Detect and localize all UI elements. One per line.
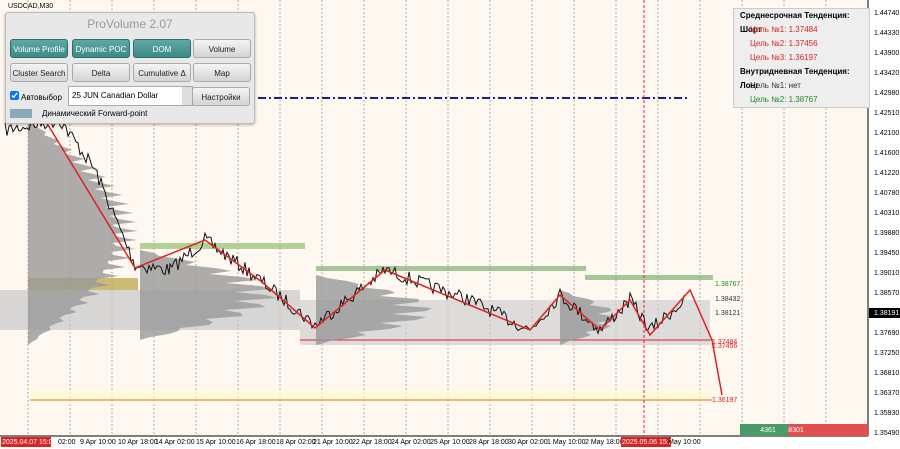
price-label: 1.36810 xyxy=(874,370,899,377)
price-label: 1.37690 xyxy=(874,330,899,337)
time-label: 21 Apr 10:00 xyxy=(313,439,353,446)
price-label: 1.36370 xyxy=(874,390,899,397)
price-label: 1.44330 xyxy=(874,30,899,37)
zone xyxy=(585,275,713,280)
panel-button[interactable]: Cumulative Δ xyxy=(133,63,191,82)
time-label: 25 Apr 10:00 xyxy=(430,439,470,446)
price-label: 1.43420 xyxy=(874,70,899,77)
volume-profile xyxy=(28,120,138,345)
forward-label: Динамический Forward-point xyxy=(42,109,148,118)
trend-info: Среднесрочная Тенденция: Шорт Цель №1: 1.… xyxy=(733,8,870,108)
volume-profile xyxy=(140,250,277,340)
price-label: 1.42100 xyxy=(874,130,899,137)
price-label: 1.44740 xyxy=(874,10,899,17)
price-label: 1.35930 xyxy=(874,410,899,417)
price-label: 1.39010 xyxy=(874,270,899,277)
info-line: Цель №1: 1.37484 xyxy=(750,25,818,34)
zone xyxy=(140,243,305,249)
instrument-text: 25 JUN Canadian Dollar xyxy=(72,91,159,100)
info-line: Цель №1: нет xyxy=(750,81,801,90)
info-line: Среднесрочная Тенденция: Шорт xyxy=(740,11,850,34)
current-price-box xyxy=(869,308,900,318)
time-label: 22 Apr 18:00 xyxy=(352,439,392,446)
level-label: 1.38432 xyxy=(715,296,740,303)
price-label: 1.38570 xyxy=(874,290,899,297)
time-label: 2 May 18:00 xyxy=(585,439,624,446)
info-line: Цель №2: 1.38767 xyxy=(750,95,818,104)
price-label: 1.40780 xyxy=(874,190,899,197)
panel-button[interactable]: Volume Profile xyxy=(10,39,68,58)
panel-button[interactable]: Delta xyxy=(72,63,130,82)
time-label: 28 Apr 18:00 xyxy=(469,439,509,446)
time-label: 2025.04.07 15:00 xyxy=(2,439,57,446)
level-label: 1.37484 xyxy=(712,339,737,346)
time-label: 14 Apr 02:00 xyxy=(155,439,195,446)
instrument-select[interactable]: 25 JUN Canadian Dollar xyxy=(68,86,193,106)
price-label: 1.38191 xyxy=(874,310,899,317)
price-label: 1.35490 xyxy=(874,430,899,437)
symbol-label: USDCAD,M30 xyxy=(8,3,53,10)
info-line: Цель №3: 1.36197 xyxy=(750,53,818,62)
time-highlight xyxy=(621,437,671,447)
time-label: 02:00 xyxy=(58,439,76,446)
time-label: 2025.05.06 15:20 xyxy=(622,439,677,446)
price-axis-bg xyxy=(868,0,900,449)
level-label: 1.36197 xyxy=(712,397,737,404)
panel-button[interactable]: Cluster Search xyxy=(10,63,68,82)
time-label: 24 Apr 02:00 xyxy=(391,439,431,446)
panel-button[interactable]: Map xyxy=(193,63,251,82)
zone xyxy=(316,266,586,271)
price-line xyxy=(4,114,685,336)
price-label: 1.41600 xyxy=(874,150,899,157)
provolume-panel: ProVolume 2.07 Volume Profile Dynamic POC… xyxy=(5,12,255,124)
time-label: 18 Apr 02:00 xyxy=(276,439,316,446)
price-label: 1.41220 xyxy=(874,170,899,177)
panel-title: ProVolume 2.07 xyxy=(87,17,173,31)
time-label: 1 May 10:00 xyxy=(547,439,586,446)
panel-button[interactable]: Dynamic POC xyxy=(72,39,130,58)
price-label: 1.37250 xyxy=(874,350,899,357)
price-label: 1.42980 xyxy=(874,90,899,97)
price-label: 1.40310 xyxy=(874,210,899,217)
time-label: May 10:00 xyxy=(668,439,701,446)
time-label: 9 Apr 10:00 xyxy=(80,439,116,446)
zone xyxy=(30,390,710,402)
level-label: 1.38121 xyxy=(715,310,740,317)
panel-button[interactable]: Volume xyxy=(193,39,251,58)
time-label: 10 Apr 18:00 xyxy=(118,439,158,446)
price-label: 1.43900 xyxy=(874,50,899,57)
zigzag xyxy=(44,119,723,396)
settings-button[interactable]: Настройки xyxy=(192,87,250,106)
time-highlight xyxy=(1,437,51,447)
info-line: Внутридневная Тенденция: Лонг xyxy=(740,67,850,90)
delta-buy: 4361 xyxy=(760,427,776,434)
time-label: 30 Apr 02:00 xyxy=(508,439,548,446)
delta-bar xyxy=(740,424,788,436)
level-label: 1.38767 xyxy=(715,281,740,288)
price-label: 1.42510 xyxy=(874,110,899,117)
auto-label: Автовыбор xyxy=(21,93,62,102)
time-label: 15 Apr 10:00 xyxy=(196,439,236,446)
time-label: 16 Apr 18:00 xyxy=(236,439,276,446)
price-label: 1.39880 xyxy=(874,230,899,237)
delta-sell: 8301 xyxy=(788,427,804,434)
price-label: 1.39450 xyxy=(874,250,899,257)
info-line: Цель №2: 1.37456 xyxy=(750,39,818,48)
volume-profile xyxy=(316,275,432,345)
auto-select[interactable]: Автовыбор xyxy=(10,91,62,102)
panel-button[interactable]: DOM xyxy=(133,39,191,58)
auto-checkbox[interactable] xyxy=(10,91,19,100)
forward-point: Динамический Forward-point xyxy=(10,109,148,119)
level-label: 1.37456 xyxy=(712,343,737,350)
